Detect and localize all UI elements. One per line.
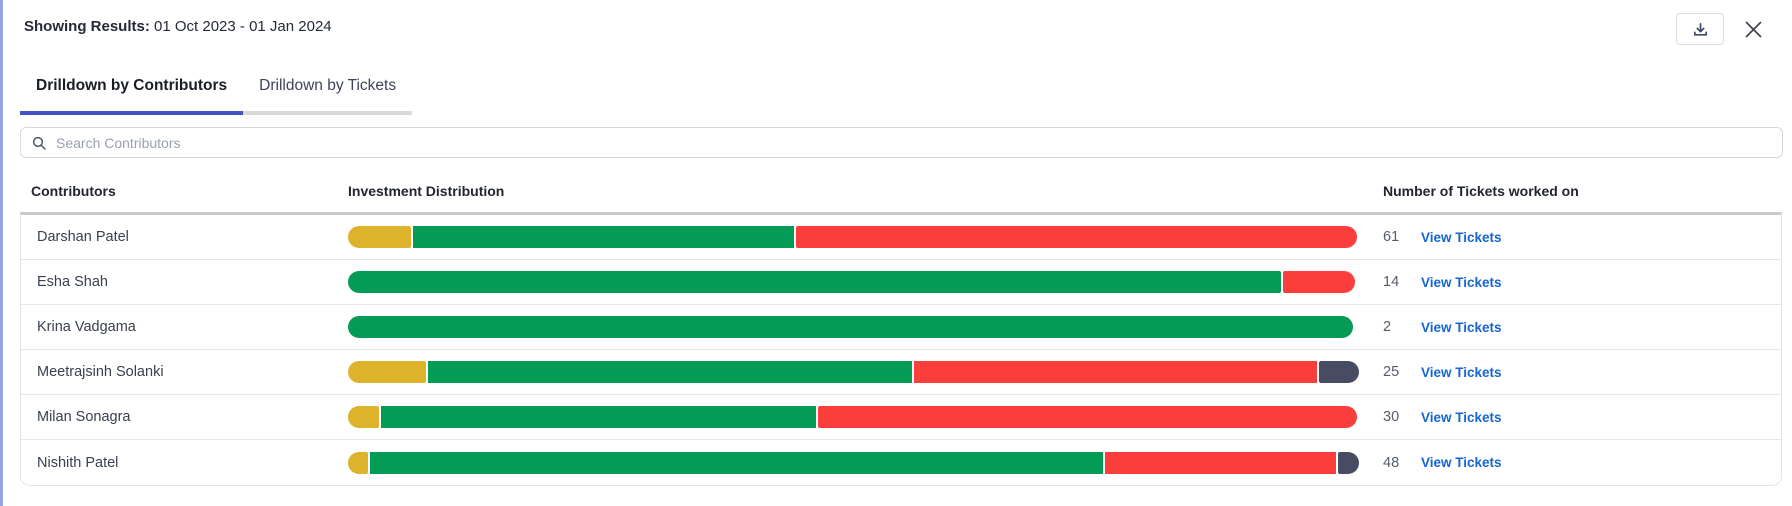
top-actions: [1676, 13, 1766, 45]
tab-drilldown-by-tickets[interactable]: Drilldown by Tickets: [243, 77, 413, 115]
tickets-count: 61: [1383, 229, 1400, 245]
bar-segment-red: [1104, 451, 1336, 474]
tickets-count: 30: [1383, 409, 1400, 425]
bar-segment-red: [818, 406, 1357, 428]
table-row: Nishith Patel 48 View Tickets: [21, 440, 1781, 485]
contributor-name: Krina Vadgama: [37, 319, 136, 335]
column-header-investment-distribution: Investment Distribution: [348, 183, 505, 199]
download-icon: [1692, 21, 1709, 38]
search-input[interactable]: [56, 134, 1772, 151]
table-header: Contributors Investment Distribution Num…: [3, 183, 1792, 212]
column-header-number-of-tickets: Number of Tickets worked on: [1383, 183, 1579, 199]
view-tickets-link[interactable]: View Tickets: [1421, 409, 1502, 425]
tab-drilldown-by-contributors[interactable]: Drilldown by Contributors: [20, 77, 244, 115]
search-box[interactable]: [20, 127, 1783, 158]
bar-segment-yellow: [348, 226, 412, 248]
contributor-name: Esha Shah: [37, 274, 108, 290]
contributors-table: Darshan Patel 61 View Tickets Esha Shah …: [20, 212, 1782, 486]
bar-segment-red: [1282, 271, 1355, 293]
view-tickets-link[interactable]: View Tickets: [1421, 364, 1502, 380]
top-bar: Showing Results: 01 Oct 2023 - 01 Jan 20…: [3, 0, 1792, 45]
showing-results-label: Showing Results:: [24, 18, 150, 35]
contributor-name: Darshan Patel: [37, 229, 129, 245]
bar-segment-green: [348, 316, 1353, 338]
tickets-count: 48: [1383, 454, 1400, 471]
download-button[interactable]: [1676, 13, 1724, 45]
investment-distribution-bar: [348, 226, 1357, 248]
view-tickets-link[interactable]: View Tickets: [1421, 319, 1502, 335]
contributor-name: Nishith Patel: [37, 454, 119, 471]
view-tickets-link[interactable]: View Tickets: [1421, 274, 1502, 290]
date-range: 01 Oct 2023 - 01 Jan 2024: [154, 18, 332, 35]
bar-segment-red: [913, 361, 1317, 383]
bar-segment-green: [413, 226, 795, 248]
investment-distribution-bar: [348, 271, 1355, 293]
tickets-count: 14: [1383, 274, 1400, 290]
investment-distribution-bar: [348, 451, 1359, 474]
showing-results-text: Showing Results: 01 Oct 2023 - 01 Jan 20…: [24, 13, 332, 35]
bar-segment-yellow: [348, 361, 427, 383]
bar-segment-slate: [1318, 361, 1359, 383]
table-row: Milan Sonagra 30 View Tickets: [21, 395, 1781, 440]
view-tickets-link[interactable]: View Tickets: [1421, 455, 1502, 470]
bar-segment-green: [381, 406, 817, 428]
investment-distribution-bar: [348, 406, 1357, 428]
table-row: Esha Shah 14 View Tickets: [21, 260, 1781, 305]
bar-segment-green: [348, 271, 1281, 293]
table-row: Meetrajsinh Solanki 25 View Tickets: [21, 350, 1781, 395]
bar-segment-slate: [1337, 451, 1359, 474]
tickets-count: 2: [1383, 319, 1392, 335]
tickets-count: 25: [1383, 364, 1400, 380]
close-icon: [1743, 19, 1764, 40]
contributor-name: Milan Sonagra: [37, 409, 131, 425]
bar-segment-yellow: [348, 406, 380, 428]
bar-segment-red: [796, 226, 1357, 248]
investment-distribution-bar: [348, 316, 1353, 338]
column-header-contributors: Contributors: [31, 183, 116, 199]
search-icon: [31, 135, 47, 151]
contributor-name: Meetrajsinh Solanki: [37, 364, 164, 380]
close-button[interactable]: [1740, 16, 1766, 42]
investment-distribution-bar: [348, 361, 1359, 383]
tab-bar: Drilldown by Contributors Drilldown by T…: [3, 77, 1792, 115]
bar-segment-green: [428, 361, 912, 383]
view-tickets-link[interactable]: View Tickets: [1421, 229, 1502, 245]
bar-segment-green: [370, 451, 1103, 474]
bar-segment-yellow: [348, 451, 369, 474]
table-row: Krina Vadgama 2 View Tickets: [21, 305, 1781, 350]
table-row: Darshan Patel 61 View Tickets: [21, 215, 1781, 260]
